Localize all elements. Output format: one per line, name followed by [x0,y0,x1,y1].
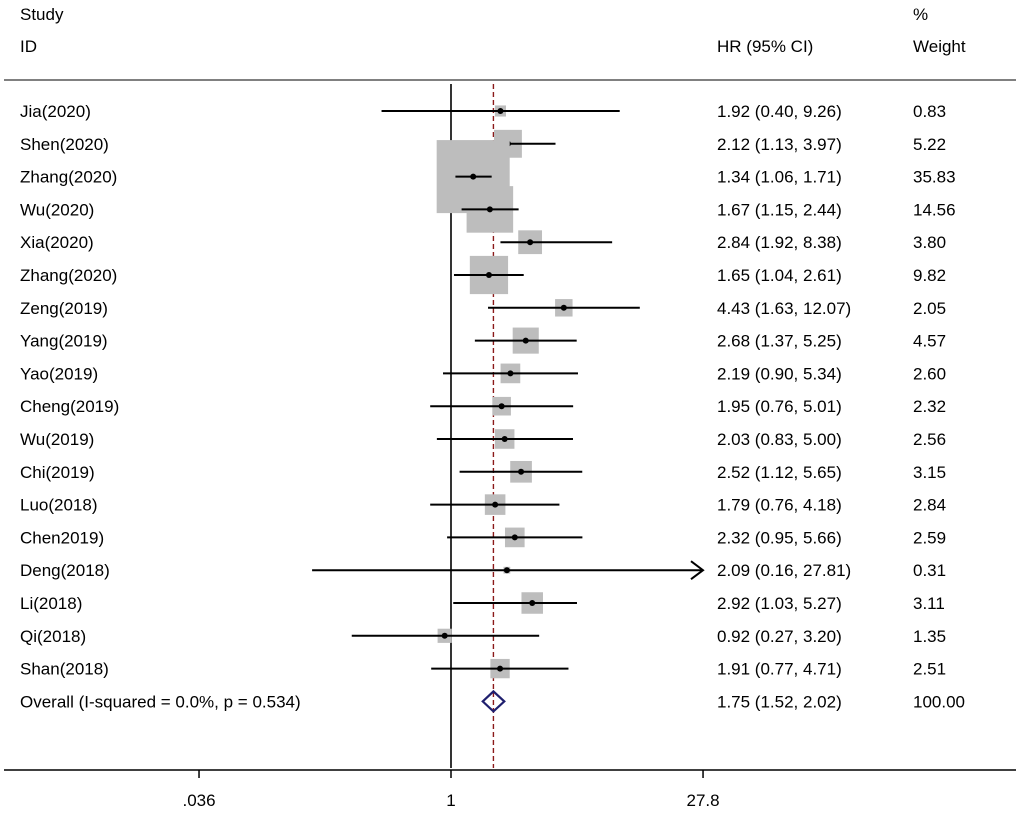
overall-hr-ci-text: 1.75 (1.52, 2.02) [717,692,842,711]
weight-text: 35.83 [913,168,956,187]
overall-weight-text: 100.00 [913,692,965,711]
weight-text: 3.80 [913,233,946,252]
hr-ci-text: 1.34 (1.06, 1.71) [717,168,842,187]
weight-text: 2.32 [913,397,946,416]
point-estimate [497,665,504,672]
study-label: Zhang(2020) [20,168,117,187]
hr-ci-text: 1.91 (0.77, 4.71) [717,660,842,679]
hr-ci-text: 1.65 (1.04, 2.61) [717,266,842,285]
hr-ci-text: 2.32 (0.95, 5.66) [717,528,842,547]
header-study: Study [20,5,64,24]
point-estimate [560,304,567,311]
study-label: Wu(2020) [20,200,94,219]
hr-ci-text: 2.84 (1.92, 8.38) [717,233,842,252]
study-label: Li(2018) [20,594,82,613]
point-estimate [492,501,499,508]
weight-text: 2.05 [913,299,946,318]
hr-ci-text: 1.79 (0.76, 4.18) [717,496,842,515]
weight-text: 3.15 [913,463,946,482]
study-label: Shan(2018) [20,660,109,679]
header-weight: Weight [913,37,966,56]
study-label: Jia(2020) [20,102,91,121]
weight-text: 0.83 [913,102,946,121]
point-estimate [518,468,525,475]
weight-text: 2.84 [913,496,946,515]
study-label: Yang(2019) [20,332,108,351]
hr-ci-text: 2.09 (0.16, 27.81) [717,561,851,580]
overall-diamond [481,689,506,713]
point-estimate [497,108,504,114]
hr-ci-text: 2.19 (0.90, 5.34) [717,364,842,383]
weight-text: 5.22 [913,135,946,154]
header-id: ID [20,37,37,56]
hr-ci-text: 1.67 (1.15, 2.44) [717,200,842,219]
study-label: Cheng(2019) [20,397,119,416]
weight-text: 1.35 [913,627,946,646]
study-label: Shen(2020) [20,135,109,154]
hr-ci-text: 2.52 (1.12, 5.65) [717,463,842,482]
weight-text: 2.56 [913,430,946,449]
point-estimate [486,206,493,213]
point-estimate [527,239,534,246]
point-estimate [522,337,529,344]
point-estimate [485,272,492,278]
study-label: Chen2019) [20,528,104,547]
hr-ci-text: 2.12 (1.13, 3.97) [717,135,842,154]
x-tick-label: 1 [446,791,455,810]
point-estimate [470,173,477,180]
weight-text: 2.51 [913,660,946,679]
point-estimate [501,436,508,442]
study-label: Wu(2019) [20,430,94,449]
point-estimate [507,370,514,377]
weight-text: 14.56 [913,200,956,219]
ci-arrow [690,560,705,580]
study-label: Luo(2018) [20,496,98,515]
point-estimate [498,403,505,410]
hr-ci-text: 2.92 (1.03, 5.27) [717,594,842,613]
hr-ci-text: 2.03 (0.83, 5.00) [717,430,842,449]
weight-text: 9.82 [913,266,946,285]
study-label: Deng(2018) [20,561,110,580]
point-estimate [511,534,518,541]
weight-text: 2.60 [913,364,946,383]
point-estimate [441,632,448,639]
study-label: Yao(2019) [20,364,98,383]
weight-text: 3.11 [913,594,945,613]
study-label: Zeng(2019) [20,299,108,318]
hr-ci-text: 4.43 (1.63, 12.07) [717,299,851,318]
hr-ci-text: 1.92 (0.40, 9.26) [717,102,842,121]
hr-ci-text: 2.68 (1.37, 5.25) [717,332,842,351]
weight-text: 2.59 [913,528,946,547]
study-label: Zhang(2020) [20,266,117,285]
study-label: Chi(2019) [20,463,95,482]
point-estimate [529,600,536,606]
weight-text: 0.31 [913,561,946,580]
overall-label: Overall (I-squared = 0.0%, p = 0.534) [20,692,301,711]
hr-ci-text: 1.95 (0.76, 5.01) [717,397,842,416]
study-label: Xia(2020) [20,233,94,252]
point-estimate [503,567,510,574]
x-tick-label: .036 [182,791,215,810]
study-label: Qi(2018) [20,627,86,646]
header-hr: HR (95% CI) [717,37,813,56]
x-tick-label: 27.8 [686,791,719,810]
header-percent: % [913,5,928,24]
hr-ci-text: 0.92 (0.27, 3.20) [717,627,842,646]
weight-text: 4.57 [913,332,946,351]
